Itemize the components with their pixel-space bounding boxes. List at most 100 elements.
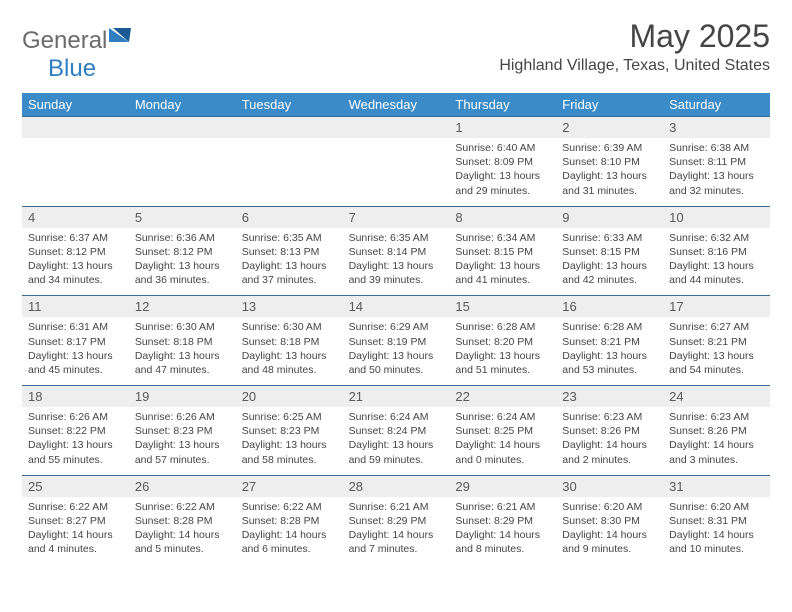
month-title: May 2025 [499,18,770,55]
daylight-text-2: and 29 minutes. [455,184,550,198]
day-cell: Sunrise: 6:37 AMSunset: 8:12 PMDaylight:… [22,228,129,296]
daylight-text-1: Daylight: 13 hours [455,169,550,183]
day-number: 18 [22,385,129,407]
sunset-text: Sunset: 8:11 PM [669,155,764,169]
sunset-text: Sunset: 8:26 PM [669,424,764,438]
weekday-header-row: SundayMondayTuesdayWednesdayThursdayFrid… [22,93,770,116]
sunset-text: Sunset: 8:17 PM [28,335,123,349]
day-cell: Sunrise: 6:35 AMSunset: 8:14 PMDaylight:… [343,228,450,296]
weekday-header: Saturday [663,93,770,116]
daylight-text-1: Daylight: 13 hours [135,259,230,273]
daylight-text-1: Daylight: 13 hours [135,349,230,363]
day-number: 25 [22,475,129,497]
day-number: 17 [663,295,770,317]
day-cell: Sunrise: 6:26 AMSunset: 8:23 PMDaylight:… [129,407,236,475]
daylight-text-2: and 41 minutes. [455,273,550,287]
daylight-text-2: and 32 minutes. [669,184,764,198]
daylight-text-1: Daylight: 14 hours [349,528,444,542]
sunrise-text: Sunrise: 6:31 AM [28,320,123,334]
sunrise-text: Sunrise: 6:32 AM [669,231,764,245]
day-number: 28 [343,475,450,497]
sunset-text: Sunset: 8:13 PM [242,245,337,259]
sunrise-text: Sunrise: 6:22 AM [28,500,123,514]
sunrise-text: Sunrise: 6:39 AM [562,141,657,155]
day-number: 12 [129,295,236,317]
weekday-header: Thursday [449,93,556,116]
daylight-text-2: and 50 minutes. [349,363,444,377]
daylight-text-2: and 36 minutes. [135,273,230,287]
sunrise-text: Sunrise: 6:38 AM [669,141,764,155]
daylight-text-1: Daylight: 13 hours [562,259,657,273]
weekday-header: Wednesday [343,93,450,116]
daylight-text-1: Daylight: 14 hours [455,528,550,542]
daylight-text-1: Daylight: 13 hours [669,169,764,183]
sunrise-text: Sunrise: 6:35 AM [242,231,337,245]
day-number-row: 25262728293031 [22,475,770,497]
daylight-text-1: Daylight: 13 hours [455,349,550,363]
day-cell: Sunrise: 6:28 AMSunset: 8:21 PMDaylight:… [556,317,663,385]
sunrise-text: Sunrise: 6:22 AM [242,500,337,514]
day-cell: Sunrise: 6:21 AMSunset: 8:29 PMDaylight:… [449,497,556,565]
daylight-text-1: Daylight: 13 hours [669,349,764,363]
day-cell: Sunrise: 6:36 AMSunset: 8:12 PMDaylight:… [129,228,236,296]
sunrise-text: Sunrise: 6:30 AM [242,320,337,334]
daylight-text-2: and 39 minutes. [349,273,444,287]
sunset-text: Sunset: 8:12 PM [135,245,230,259]
daylight-text-1: Daylight: 14 hours [669,438,764,452]
sunset-text: Sunset: 8:21 PM [562,335,657,349]
sunrise-text: Sunrise: 6:29 AM [349,320,444,334]
weekday-header: Friday [556,93,663,116]
day-number: 14 [343,295,450,317]
sunset-text: Sunset: 8:27 PM [28,514,123,528]
day-number: 23 [556,385,663,407]
day-cell: Sunrise: 6:38 AMSunset: 8:11 PMDaylight:… [663,138,770,206]
daylight-text-2: and 48 minutes. [242,363,337,377]
day-number: 5 [129,206,236,228]
day-cell: Sunrise: 6:23 AMSunset: 8:26 PMDaylight:… [556,407,663,475]
weekday-header: Monday [129,93,236,116]
sunrise-text: Sunrise: 6:40 AM [455,141,550,155]
day-number: 27 [236,475,343,497]
day-number: 9 [556,206,663,228]
sunset-text: Sunset: 8:09 PM [455,155,550,169]
sunrise-text: Sunrise: 6:37 AM [28,231,123,245]
day-number: 24 [663,385,770,407]
day-cell: Sunrise: 6:33 AMSunset: 8:15 PMDaylight:… [556,228,663,296]
daylight-text-1: Daylight: 14 hours [562,528,657,542]
sunrise-text: Sunrise: 6:21 AM [455,500,550,514]
sunset-text: Sunset: 8:24 PM [349,424,444,438]
sunset-text: Sunset: 8:28 PM [135,514,230,528]
day-cell: Sunrise: 6:25 AMSunset: 8:23 PMDaylight:… [236,407,343,475]
day-number [22,116,129,138]
sunset-text: Sunset: 8:28 PM [242,514,337,528]
sunrise-text: Sunrise: 6:26 AM [28,410,123,424]
day-number-row: 45678910 [22,206,770,228]
day-number: 3 [663,116,770,138]
sunrise-text: Sunrise: 6:21 AM [349,500,444,514]
daylight-text-1: Daylight: 13 hours [349,349,444,363]
day-number-row: 11121314151617 [22,295,770,317]
sunrise-text: Sunrise: 6:27 AM [669,320,764,334]
day-number: 15 [449,295,556,317]
daylight-text-1: Daylight: 13 hours [562,169,657,183]
daylight-text-2: and 47 minutes. [135,363,230,377]
sunset-text: Sunset: 8:23 PM [242,424,337,438]
day-number: 26 [129,475,236,497]
daylight-text-2: and 51 minutes. [455,363,550,377]
daylight-text-1: Daylight: 13 hours [28,438,123,452]
daylight-text-1: Daylight: 14 hours [669,528,764,542]
day-content-row: Sunrise: 6:22 AMSunset: 8:27 PMDaylight:… [22,497,770,565]
daylight-text-2: and 45 minutes. [28,363,123,377]
day-cell: Sunrise: 6:34 AMSunset: 8:15 PMDaylight:… [449,228,556,296]
daylight-text-1: Daylight: 13 hours [28,349,123,363]
day-number [236,116,343,138]
day-number: 13 [236,295,343,317]
day-number: 7 [343,206,450,228]
sunrise-text: Sunrise: 6:20 AM [669,500,764,514]
sunset-text: Sunset: 8:15 PM [562,245,657,259]
daylight-text-2: and 4 minutes. [28,542,123,556]
daylight-text-2: and 57 minutes. [135,453,230,467]
daylight-text-2: and 59 minutes. [349,453,444,467]
day-cell: Sunrise: 6:40 AMSunset: 8:09 PMDaylight:… [449,138,556,206]
day-content-row: Sunrise: 6:26 AMSunset: 8:22 PMDaylight:… [22,407,770,475]
